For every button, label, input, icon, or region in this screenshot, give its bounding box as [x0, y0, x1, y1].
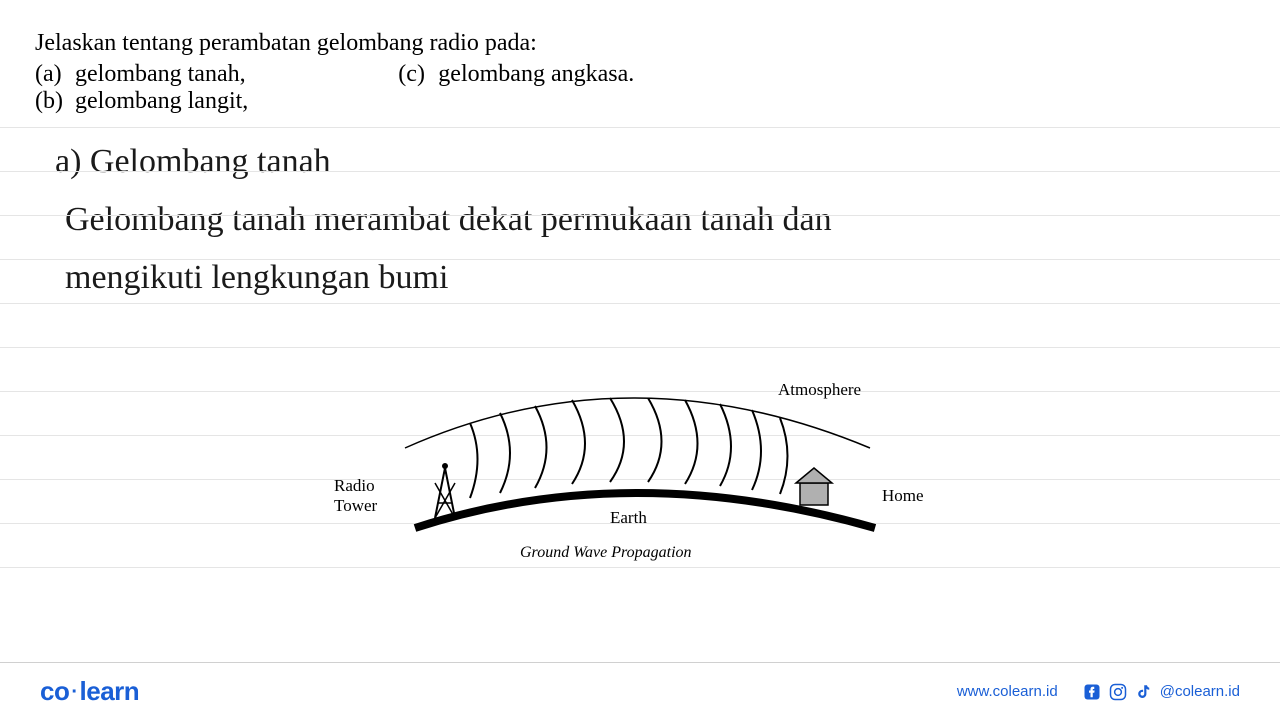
social-handle: @colearn.id — [1160, 683, 1240, 700]
facebook-icon[interactable] — [1082, 682, 1102, 702]
option-a: (a) gelombang tanah, — [35, 61, 248, 88]
website-link[interactable]: www.colearn.id — [957, 683, 1058, 700]
question-block: Jelaskan tentang perambatan gelombang ra… — [0, 0, 1280, 115]
option-text: gelombang langit, — [75, 88, 248, 115]
house-icon — [796, 468, 832, 505]
option-text: gelombang angkasa. — [438, 61, 634, 88]
hw-line: mengikuti lengkungan bumi — [55, 249, 1280, 307]
colearn-logo: co·learn — [40, 676, 139, 707]
radio-tower-label: Radio — [334, 476, 375, 496]
question-prompt: Jelaskan tentang perambatan gelombang ra… — [35, 30, 1245, 57]
option-letter: (c) — [398, 61, 426, 88]
handwritten-answer: a) Gelombang tanah Gelombang tanah meram… — [0, 127, 1280, 306]
instagram-icon[interactable] — [1108, 682, 1128, 702]
radio-tower-icon — [435, 463, 455, 518]
footer: co·learn www.colearn.id @colearn.id — [0, 662, 1280, 720]
home-label: Home — [882, 486, 924, 506]
logo-learn: learn — [80, 676, 140, 706]
option-b: (b) gelombang langit, — [35, 88, 248, 115]
option-letter: (b) — [35, 88, 63, 115]
option-text: gelombang tanah, — [75, 61, 246, 88]
logo-dot: · — [69, 681, 79, 703]
option-c: (c) gelombang angkasa. — [398, 61, 634, 88]
radio-tower-label2: Tower — [334, 496, 377, 516]
rule-line — [0, 347, 1280, 348]
option-letter: (a) — [35, 61, 63, 88]
hw-line: a) Gelombang tanah — [55, 133, 1280, 191]
logo-co: co — [40, 676, 69, 706]
rule-line — [0, 171, 1280, 172]
footer-right: www.colearn.id @colearn.id — [957, 682, 1240, 702]
rule-line — [0, 127, 1280, 128]
rule-line — [0, 303, 1280, 304]
social-block: @colearn.id — [1082, 682, 1240, 702]
ruled-area: a) Gelombang tanah Gelombang tanah meram… — [0, 127, 1280, 306]
options-row: (a) gelombang tanah, (b) gelombang langi… — [35, 61, 1245, 115]
atmosphere-label: Atmosphere — [778, 380, 861, 400]
diagram-caption: Ground Wave Propagation — [520, 544, 692, 562]
ground-wave-diagram: Atmosphere Radio Tower Home Earth Ground… — [310, 368, 970, 588]
rule-line — [0, 259, 1280, 260]
tiktok-icon[interactable] — [1134, 682, 1154, 702]
hw-line: Gelombang tanah merambat dekat permukaan… — [55, 191, 1280, 249]
wave-arcs — [470, 398, 788, 498]
earth-label: Earth — [610, 508, 647, 528]
rule-line — [0, 215, 1280, 216]
